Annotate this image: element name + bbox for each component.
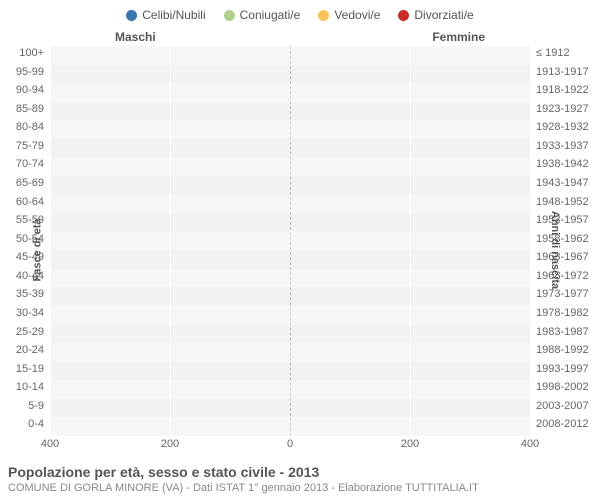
legend-label: Divorziati/e bbox=[414, 8, 473, 22]
age-row: 45-491963-1967 bbox=[50, 250, 530, 269]
birth-year-label: 1963-1967 bbox=[536, 251, 589, 263]
birth-year-label: 1993-1997 bbox=[536, 363, 589, 375]
birth-year-label: 1983-1987 bbox=[536, 326, 589, 338]
age-label: 45-49 bbox=[16, 251, 44, 263]
birth-year-label: 1988-1992 bbox=[536, 344, 589, 356]
legend-label: Celibi/Nubili bbox=[142, 8, 205, 22]
age-label: 35-39 bbox=[16, 288, 44, 300]
age-row: 35-391973-1977 bbox=[50, 287, 530, 306]
age-label: 95-99 bbox=[16, 66, 44, 78]
birth-year-label: 1978-1982 bbox=[536, 307, 589, 319]
age-row: 90-941918-1922 bbox=[50, 83, 530, 102]
age-row: 30-341978-1982 bbox=[50, 306, 530, 325]
age-label: 0-4 bbox=[28, 418, 44, 430]
birth-year-label: 1998-2002 bbox=[536, 381, 589, 393]
x-tick-label: 400 bbox=[521, 438, 539, 450]
plot-area: 100+≤ 191295-991913-191790-941918-192285… bbox=[50, 46, 530, 436]
age-label: 50-54 bbox=[16, 233, 44, 245]
age-row: 15-191993-1997 bbox=[50, 362, 530, 381]
chart-footer: Popolazione per età, sesso e stato civil… bbox=[8, 464, 479, 494]
age-label: 60-64 bbox=[16, 196, 44, 208]
male-header: Maschi bbox=[115, 30, 156, 44]
age-row: 65-691943-1947 bbox=[50, 176, 530, 195]
birth-year-label: 1953-1957 bbox=[536, 214, 589, 226]
age-row: 5-92003-2007 bbox=[50, 399, 530, 418]
legend-label: Coniugati/e bbox=[240, 8, 301, 22]
legend: Celibi/Nubili Coniugati/e Vedovi/e Divorzia… bbox=[0, 0, 600, 22]
age-label: 85-89 bbox=[16, 103, 44, 115]
age-row: 85-891923-1927 bbox=[50, 102, 530, 121]
birth-year-label: ≤ 1912 bbox=[536, 47, 570, 59]
age-row: 20-241988-1992 bbox=[50, 343, 530, 362]
age-label: 15-19 bbox=[16, 363, 44, 375]
age-row: 95-991913-1917 bbox=[50, 65, 530, 84]
age-row: 50-541958-1962 bbox=[50, 232, 530, 251]
age-row: 70-741938-1942 bbox=[50, 157, 530, 176]
age-row: 55-591953-1957 bbox=[50, 213, 530, 232]
age-row: 40-441968-1972 bbox=[50, 269, 530, 288]
birth-year-label: 1918-1922 bbox=[536, 84, 589, 96]
chart-title: Popolazione per età, sesso e stato civil… bbox=[8, 464, 479, 480]
legend-item: Vedovi/e bbox=[318, 8, 380, 22]
legend-swatch bbox=[398, 10, 409, 21]
birth-year-label: 1958-1962 bbox=[536, 233, 589, 245]
birth-year-label: 1973-1977 bbox=[536, 288, 589, 300]
x-tick-label: 0 bbox=[287, 438, 293, 450]
legend-swatch bbox=[318, 10, 329, 21]
birth-year-label: 1948-1952 bbox=[536, 196, 589, 208]
legend-item: Divorziati/e bbox=[398, 8, 473, 22]
age-label: 75-79 bbox=[16, 140, 44, 152]
birth-year-label: 2008-2012 bbox=[536, 418, 589, 430]
age-label: 70-74 bbox=[16, 158, 44, 170]
age-row: 100+≤ 1912 bbox=[50, 46, 530, 65]
age-label: 40-44 bbox=[16, 270, 44, 282]
age-row: 80-841928-1932 bbox=[50, 120, 530, 139]
age-row: 75-791933-1937 bbox=[50, 139, 530, 158]
age-row: 60-641948-1952 bbox=[50, 195, 530, 214]
legend-swatch bbox=[126, 10, 137, 21]
x-tick-label: 200 bbox=[401, 438, 419, 450]
age-label: 20-24 bbox=[16, 344, 44, 356]
age-row: 25-291983-1987 bbox=[50, 325, 530, 344]
age-label: 10-14 bbox=[16, 381, 44, 393]
age-label: 25-29 bbox=[16, 326, 44, 338]
age-label: 5-9 bbox=[28, 400, 44, 412]
legend-label: Vedovi/e bbox=[334, 8, 380, 22]
legend-swatch bbox=[224, 10, 235, 21]
age-label: 30-34 bbox=[16, 307, 44, 319]
age-label: 100+ bbox=[19, 47, 44, 59]
female-header: Femmine bbox=[432, 30, 485, 44]
birth-year-label: 1923-1927 bbox=[536, 103, 589, 115]
age-row: 0-42008-2012 bbox=[50, 417, 530, 436]
population-pyramid-chart: Celibi/Nubili Coniugati/e Vedovi/e Divorzia… bbox=[0, 0, 600, 500]
age-label: 65-69 bbox=[16, 177, 44, 189]
birth-year-label: 2003-2007 bbox=[536, 400, 589, 412]
x-tick-label: 400 bbox=[41, 438, 59, 450]
legend-item: Celibi/Nubili bbox=[126, 8, 205, 22]
birth-year-label: 1938-1942 bbox=[536, 158, 589, 170]
birth-year-label: 1968-1972 bbox=[536, 270, 589, 282]
age-label: 55-59 bbox=[16, 214, 44, 226]
x-axis: 4002000200400 bbox=[50, 438, 530, 452]
x-tick-label: 200 bbox=[161, 438, 179, 450]
age-label: 90-94 bbox=[16, 84, 44, 96]
age-row: 10-141998-2002 bbox=[50, 380, 530, 399]
birth-year-label: 1913-1917 bbox=[536, 66, 589, 78]
legend-item: Coniugati/e bbox=[224, 8, 301, 22]
chart-subtitle: COMUNE DI GORLA MINORE (VA) - Dati ISTAT… bbox=[8, 482, 479, 494]
gridline bbox=[530, 46, 531, 436]
birth-year-label: 1933-1937 bbox=[536, 140, 589, 152]
birth-year-label: 1943-1947 bbox=[536, 177, 589, 189]
age-label: 80-84 bbox=[16, 121, 44, 133]
birth-year-label: 1928-1932 bbox=[536, 121, 589, 133]
